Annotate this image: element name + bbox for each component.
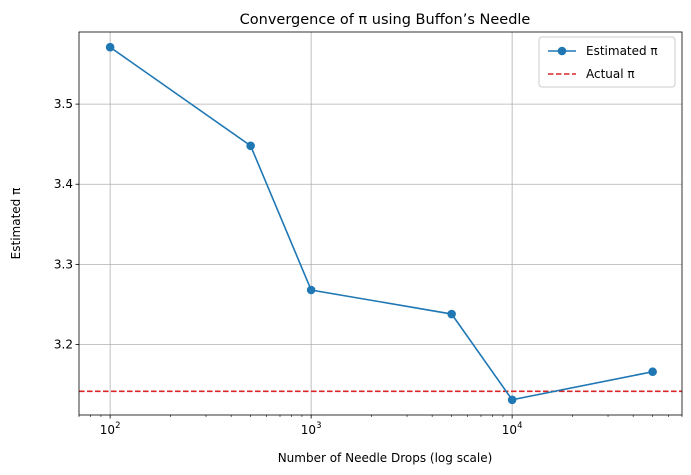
plot-frame [78, 31, 683, 416]
y-tick-label: 3.5 [54, 97, 73, 111]
x-tick-label: 104 [502, 421, 523, 437]
y-tick-label: 3.2 [54, 337, 73, 351]
x-tick-label: 103 [301, 421, 322, 437]
data-point [306, 285, 316, 295]
data-point [246, 141, 255, 151]
data-point [507, 395, 517, 405]
legend-label-estimated: Estimated π [586, 44, 658, 58]
x-axis-ticks: 102 103 104 [78, 415, 683, 437]
chart-title: Convergence of π using Buffon’s Needle [240, 12, 531, 28]
series-layer [105, 42, 657, 405]
x-tick-label: 102 [100, 421, 121, 437]
data-point [105, 42, 115, 52]
legend-label-actual: Actual π [586, 67, 635, 81]
x-axis-title: Number of Needle Drops (log scale) [278, 451, 493, 465]
y-tick-label: 3.3 [54, 257, 73, 271]
grid-lines [79, 32, 682, 415]
series-line-estimated [109, 46, 653, 401]
legend-marker-dot-estimated [557, 46, 567, 56]
data-point [447, 309, 456, 319]
data-point [648, 367, 657, 377]
legend: Estimated π Actual π [538, 36, 676, 88]
y-tick-label: 3.4 [54, 177, 73, 191]
y-axis-title: Estimated π [9, 188, 23, 260]
y-axis-ticks: 3.2 3.3 3.4 3.5 [54, 97, 79, 351]
